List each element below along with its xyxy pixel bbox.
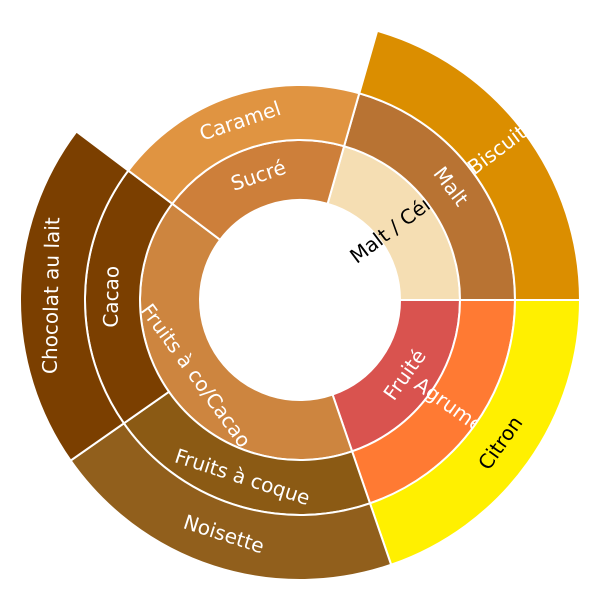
segment-label: Chocolat au lait xyxy=(38,217,65,374)
segment-label: Cacao xyxy=(98,266,123,328)
sunburst-segment xyxy=(126,84,361,206)
sunburst-segment xyxy=(19,130,130,462)
